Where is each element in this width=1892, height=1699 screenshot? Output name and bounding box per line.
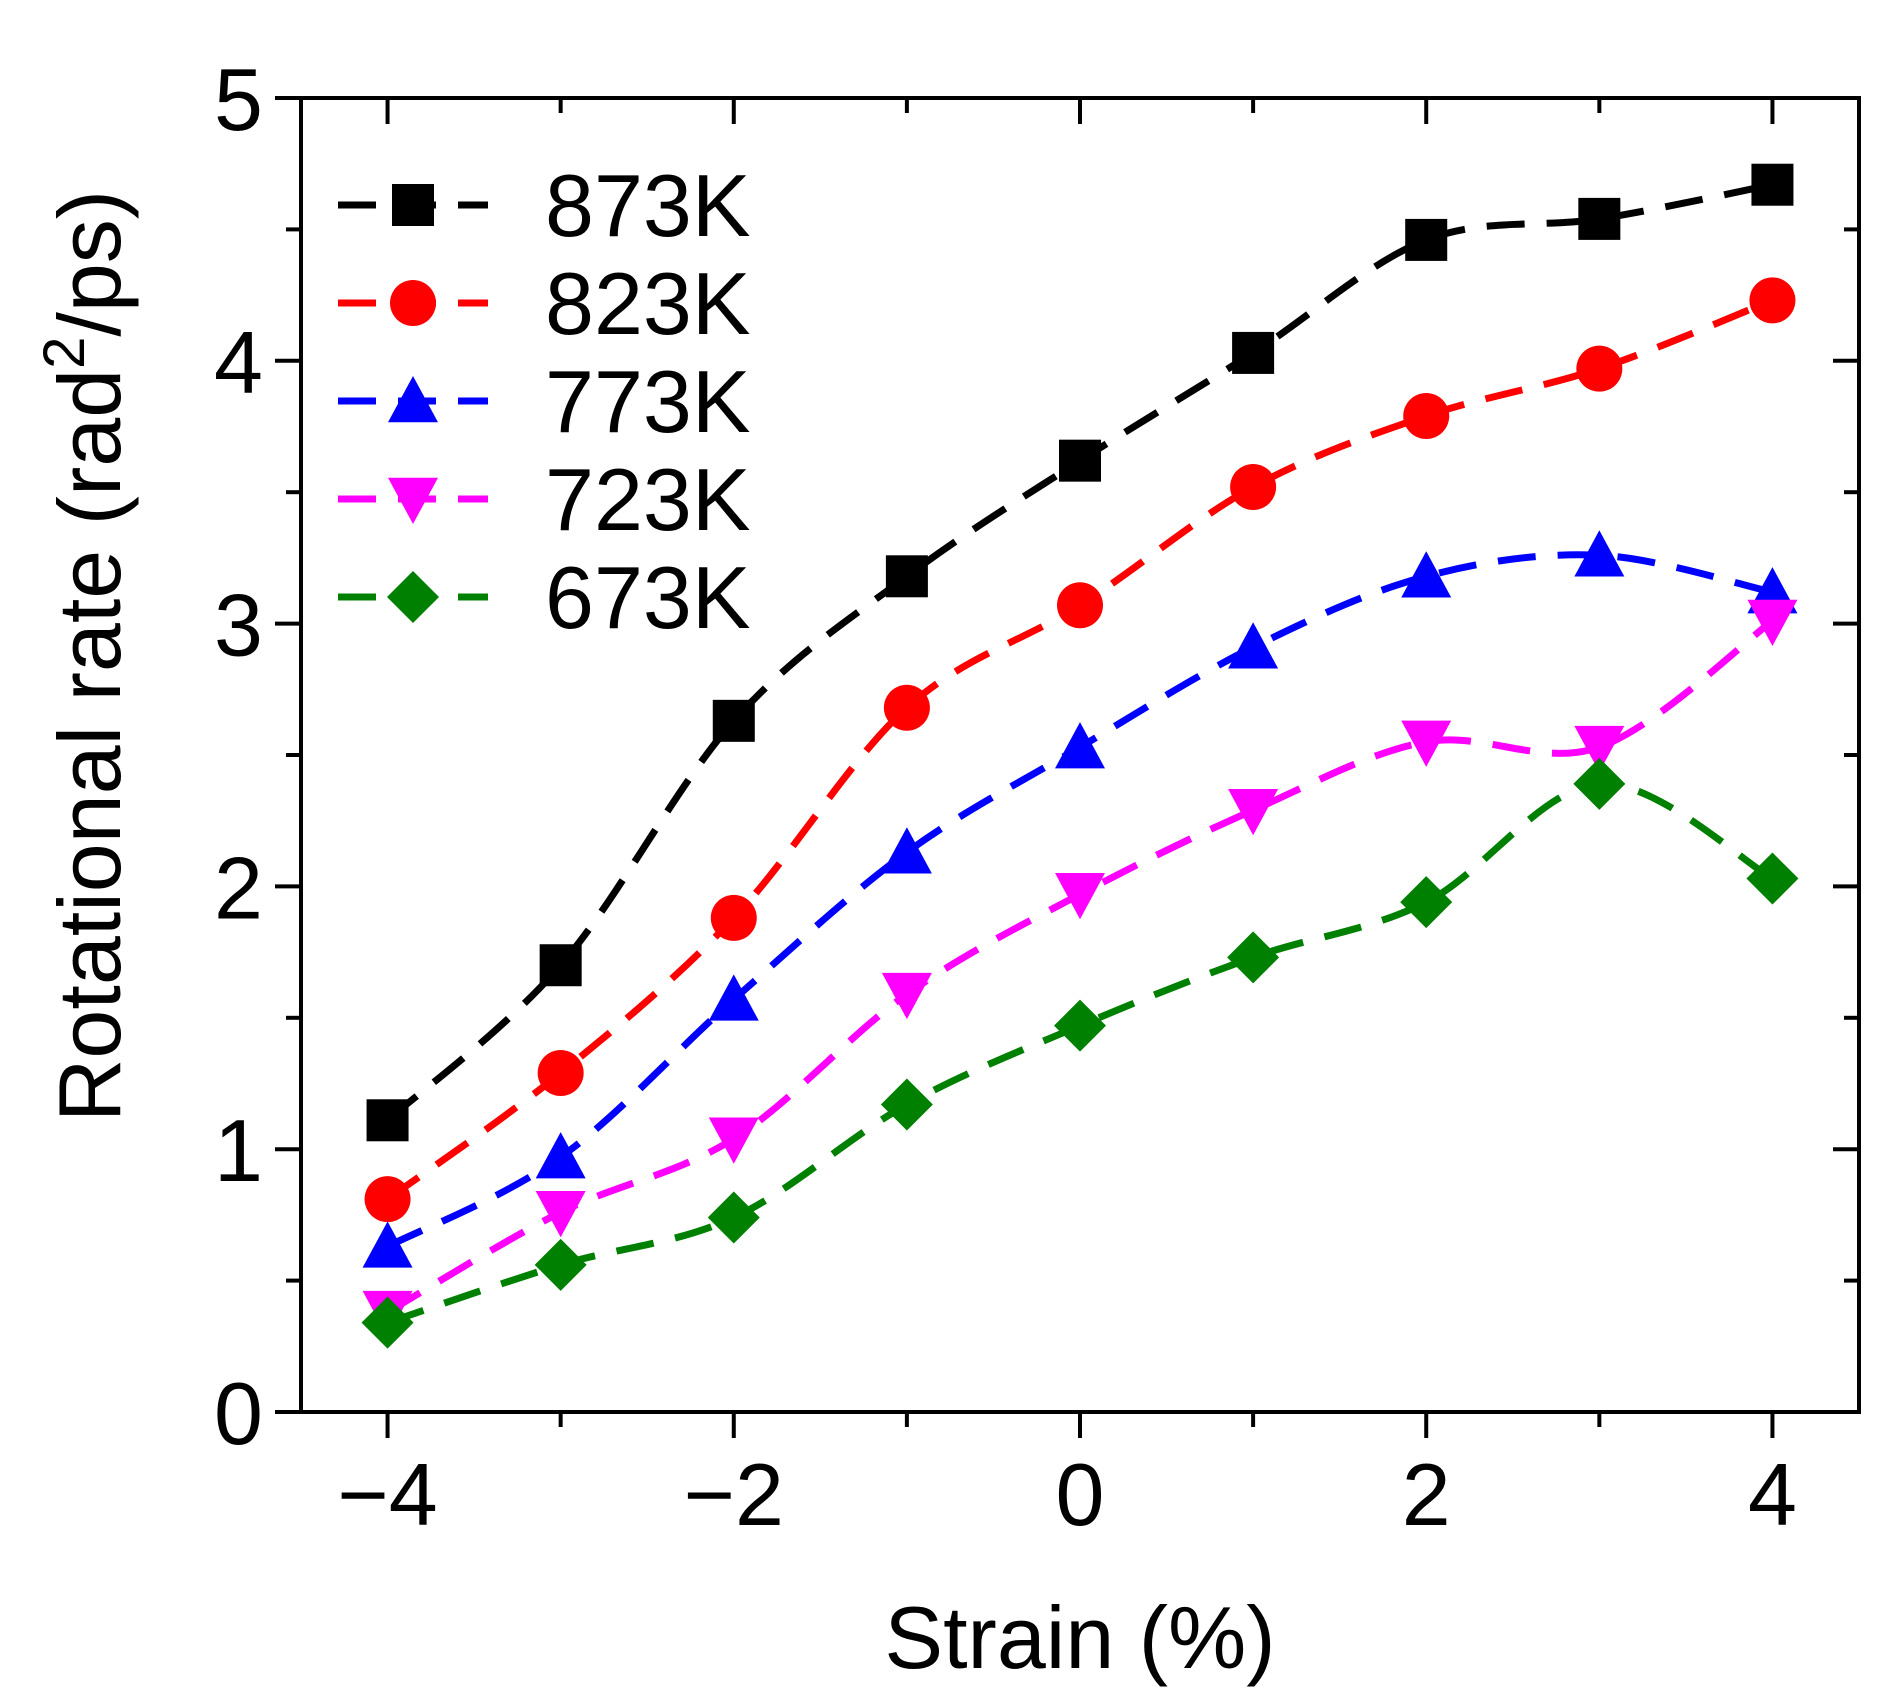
y-tick-label: 4 [214, 313, 263, 412]
data-point-823k [364, 1176, 411, 1223]
legend-label: 723K [545, 450, 751, 549]
y-tick-label: 3 [214, 576, 263, 675]
data-point-723k [1574, 725, 1625, 773]
data-point-773k [535, 1132, 586, 1179]
x-axis-title: Strain (%) [884, 1588, 1275, 1687]
legend-item-723k: 723K [338, 450, 751, 549]
data-point-823k [883, 684, 930, 731]
legend-marker [387, 571, 439, 623]
data-point-823k [1230, 463, 1277, 510]
series-673k [361, 757, 1799, 1349]
series-line-873k [385, 181, 1774, 1123]
data-point-723k [1228, 788, 1279, 836]
legend-item-673k: 673K [338, 548, 751, 647]
x-tick-label: 0 [1056, 1445, 1105, 1544]
data-point-773k [1574, 530, 1625, 577]
series-line-773k [385, 551, 1774, 1250]
y-axis-title: Rotational rate (rad2/ps) [32, 190, 139, 1122]
data-point-873k [712, 699, 755, 742]
data-point-823k [1749, 277, 1796, 324]
legend-label: 823K [545, 254, 751, 353]
legend-item-823k: 823K [338, 254, 751, 353]
legend-marker [388, 477, 438, 524]
y-tick-label: 5 [214, 50, 263, 149]
y-axis-title-main: Rotational rate (rad [40, 369, 139, 1122]
data-point-773k [362, 1221, 413, 1268]
data-point-823k [1576, 345, 1623, 392]
y-axis-title-tail: /ps) [40, 190, 139, 337]
data-point-673k [880, 1078, 933, 1131]
data-point-873k [1232, 331, 1275, 374]
data-point-723k [535, 1191, 586, 1238]
y-tick-label: 0 [214, 1364, 263, 1463]
data-point-873k [1059, 439, 1101, 482]
data-point-723k [1055, 873, 1105, 920]
data-point-723k [1401, 720, 1452, 767]
data-point-773k [1401, 551, 1452, 598]
series-823k [364, 277, 1796, 1223]
data-point-673k [1400, 876, 1453, 929]
data-point-723k [881, 972, 932, 1020]
data-point-773k [708, 974, 759, 1021]
x-tick-label: −4 [337, 1445, 437, 1544]
data-point-823k [710, 894, 757, 941]
legend-marker [388, 376, 438, 423]
data-point-723k [708, 1117, 759, 1164]
legend-item-773k: 773K [338, 352, 751, 451]
data-point-673k [1227, 931, 1280, 984]
legend-label: 873K [545, 156, 751, 255]
data-point-673k [1054, 999, 1106, 1052]
legend-label: 773K [545, 352, 751, 451]
y-axis-title-superscript: 2 [32, 337, 97, 369]
x-axis: −4 −2 0 2 4 [337, 98, 1797, 1544]
data-point-873k [539, 944, 582, 987]
y-tick-label: 1 [214, 1101, 263, 1200]
data-point-673k [707, 1191, 760, 1244]
data-point-673k [534, 1238, 587, 1291]
series-layer [361, 163, 1799, 1349]
data-point-873k [1751, 163, 1794, 206]
data-point-873k [885, 555, 928, 598]
data-point-873k [1405, 218, 1448, 261]
data-point-773k [1228, 622, 1279, 669]
data-point-773k [1055, 722, 1105, 769]
data-point-773k [881, 827, 932, 874]
data-point-673k [361, 1296, 414, 1349]
legend-item-873k: 873K [338, 156, 751, 255]
legend-marker [392, 184, 434, 226]
series-line-673k [386, 780, 1775, 1326]
x-tick-label: −2 [684, 1445, 784, 1544]
data-point-873k [1578, 197, 1621, 240]
legend-marker [390, 280, 436, 326]
data-point-823k [1057, 582, 1103, 629]
y-tick-label: 2 [214, 838, 263, 937]
data-point-823k [1403, 392, 1450, 439]
series-873k [366, 163, 1794, 1142]
x-tick-label: 2 [1402, 1445, 1451, 1544]
legend-label: 673K [545, 548, 751, 647]
data-point-673k [1746, 852, 1799, 905]
data-point-673k [1573, 757, 1626, 810]
y-axis: 0 1 2 3 4 5 [214, 50, 1859, 1463]
data-point-823k [537, 1049, 584, 1096]
data-point-873k [366, 1099, 409, 1142]
x-tick-label: 4 [1748, 1445, 1797, 1544]
data-point-723k [1747, 599, 1798, 646]
